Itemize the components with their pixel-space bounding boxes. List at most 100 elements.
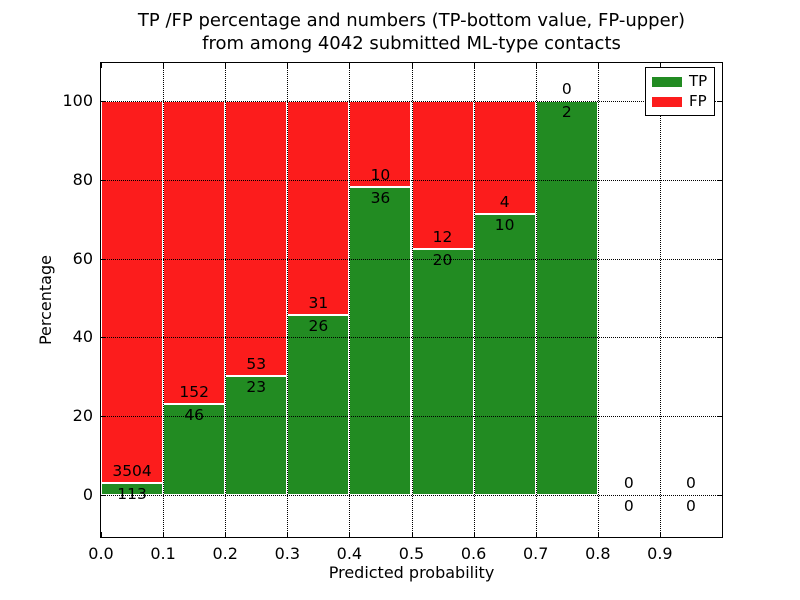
legend-item-tp: TP bbox=[652, 73, 707, 90]
y-tick-mark bbox=[101, 179, 106, 181]
legend-swatch-tp-icon bbox=[652, 76, 682, 87]
bar-label-fp: 3504 bbox=[112, 461, 152, 480]
bar-label-tp: 23 bbox=[246, 377, 267, 396]
chart-title-line1: TP /FP percentage and numbers (TP-bottom… bbox=[137, 10, 686, 31]
legend-item-fp: FP bbox=[652, 93, 707, 110]
x-tick-label: 0.7 bbox=[522, 544, 549, 563]
bar-label-fp: 31 bbox=[308, 294, 329, 313]
bar-label-tp: 2 bbox=[561, 102, 572, 121]
gridline-x bbox=[473, 63, 475, 537]
x-tick-mark bbox=[535, 63, 537, 68]
bar-label-fp: 53 bbox=[246, 354, 267, 373]
y-tick-label: 40 bbox=[72, 327, 93, 347]
bar-label-fp: 0 bbox=[561, 79, 572, 98]
bar-label-fp: 0 bbox=[623, 474, 634, 493]
x-tick-mark bbox=[225, 532, 227, 537]
legend-label-fp: FP bbox=[689, 92, 707, 110]
x-tick-label: 0.1 bbox=[150, 544, 176, 563]
x-tick-label: 0.9 bbox=[647, 544, 673, 563]
gridline-x bbox=[597, 63, 599, 537]
x-tick-label: 0.3 bbox=[274, 544, 301, 563]
y-tick-mark bbox=[717, 258, 722, 260]
chart-title: TP /FP percentage and numbers (TP-bottom… bbox=[100, 9, 723, 55]
bar-segment-fp bbox=[163, 100, 226, 404]
bar-label-fp: 0 bbox=[686, 474, 696, 493]
y-tick-mark bbox=[717, 100, 722, 102]
y-tick-mark bbox=[101, 337, 106, 339]
y-tick-mark bbox=[101, 100, 106, 102]
y-tick-mark bbox=[101, 258, 106, 260]
x-tick-mark bbox=[101, 63, 102, 68]
x-tick-mark bbox=[473, 63, 475, 68]
bar-label-fp: 152 bbox=[179, 382, 209, 401]
x-tick-label: 0.0 bbox=[88, 544, 114, 563]
plot-area: 3504 113 152 46 53 23 31 26 10 36 12 20 4 10 0 2 0 0 0 0 bbox=[100, 62, 723, 538]
x-tick-mark bbox=[411, 63, 413, 68]
x-tick-label: 0.5 bbox=[398, 544, 425, 563]
bar-label-tp: 0 bbox=[686, 497, 696, 516]
x-tick-mark bbox=[349, 63, 351, 68]
bar-label-fp: 12 bbox=[432, 227, 453, 246]
chart-title-line2: from among 4042 submitted ML-type contac… bbox=[202, 33, 621, 54]
x-tick-mark bbox=[225, 63, 227, 68]
x-tick-label: 0.6 bbox=[460, 544, 487, 563]
x-tick-mark bbox=[163, 532, 165, 537]
bar-segment-tp bbox=[163, 403, 226, 496]
bar-segment-tp bbox=[535, 100, 598, 496]
bar-label-tp: 10 bbox=[494, 215, 515, 234]
legend: TP FP bbox=[645, 67, 716, 116]
gridline-x bbox=[349, 63, 351, 537]
x-tick-label: 0.8 bbox=[585, 544, 611, 563]
bar-segment-tp bbox=[411, 248, 474, 496]
y-tick-mark bbox=[717, 179, 722, 181]
x-tick-mark bbox=[659, 532, 661, 537]
y-tick-mark bbox=[717, 495, 722, 497]
bar-label-tp: 0 bbox=[623, 497, 634, 516]
y-tick-label: 100 bbox=[62, 90, 93, 110]
bar-label-fp: 10 bbox=[370, 165, 391, 184]
y-tick-mark bbox=[101, 495, 106, 497]
x-tick-mark bbox=[163, 63, 165, 68]
x-tick-mark bbox=[659, 63, 661, 68]
bar-segment-tp bbox=[225, 375, 288, 496]
x-tick-mark bbox=[287, 532, 289, 537]
bar-label-tp: 46 bbox=[184, 405, 204, 424]
bar-segment-tp bbox=[101, 482, 164, 496]
y-tick-mark bbox=[717, 416, 722, 418]
x-tick-mark bbox=[473, 532, 475, 537]
legend-swatch-fp-icon bbox=[652, 96, 682, 107]
bar-segment-tp bbox=[287, 315, 350, 496]
bar-segment-fp bbox=[287, 100, 350, 316]
y-tick-label: 0 bbox=[82, 485, 93, 505]
bar-label-tp: 26 bbox=[308, 317, 329, 336]
x-tick-mark bbox=[535, 532, 537, 537]
x-tick-label: 0.2 bbox=[212, 544, 238, 563]
y-tick-mark bbox=[101, 416, 106, 418]
bar-label-tp: 113 bbox=[117, 484, 147, 503]
x-axis-label: Predicted probability bbox=[328, 563, 495, 582]
bar-segment-fp bbox=[411, 100, 474, 249]
legend-label-tp: TP bbox=[689, 72, 708, 90]
gridline-x bbox=[163, 63, 165, 537]
x-tick-mark bbox=[349, 532, 351, 537]
gridline-x bbox=[225, 63, 227, 537]
x-tick-mark bbox=[287, 63, 289, 68]
bar-label-tp: 36 bbox=[370, 188, 391, 207]
y-tick-label: 20 bbox=[72, 406, 93, 426]
gridline-x bbox=[287, 63, 289, 537]
bar-label-tp: 20 bbox=[432, 250, 453, 269]
gridline-x bbox=[411, 63, 413, 537]
x-tick-mark bbox=[597, 63, 599, 68]
x-tick-mark bbox=[101, 532, 102, 537]
bar-segment-fp bbox=[101, 100, 164, 483]
bar-label-fp: 4 bbox=[499, 192, 510, 211]
x-tick-mark bbox=[597, 532, 599, 537]
gridline-x bbox=[659, 63, 661, 537]
y-tick-label: 60 bbox=[72, 248, 93, 268]
y-tick-mark bbox=[717, 337, 722, 339]
x-tick-mark bbox=[411, 532, 413, 537]
y-tick-label: 80 bbox=[72, 169, 93, 189]
x-tick-label: 0.4 bbox=[336, 544, 363, 563]
gridline-x bbox=[535, 63, 537, 537]
